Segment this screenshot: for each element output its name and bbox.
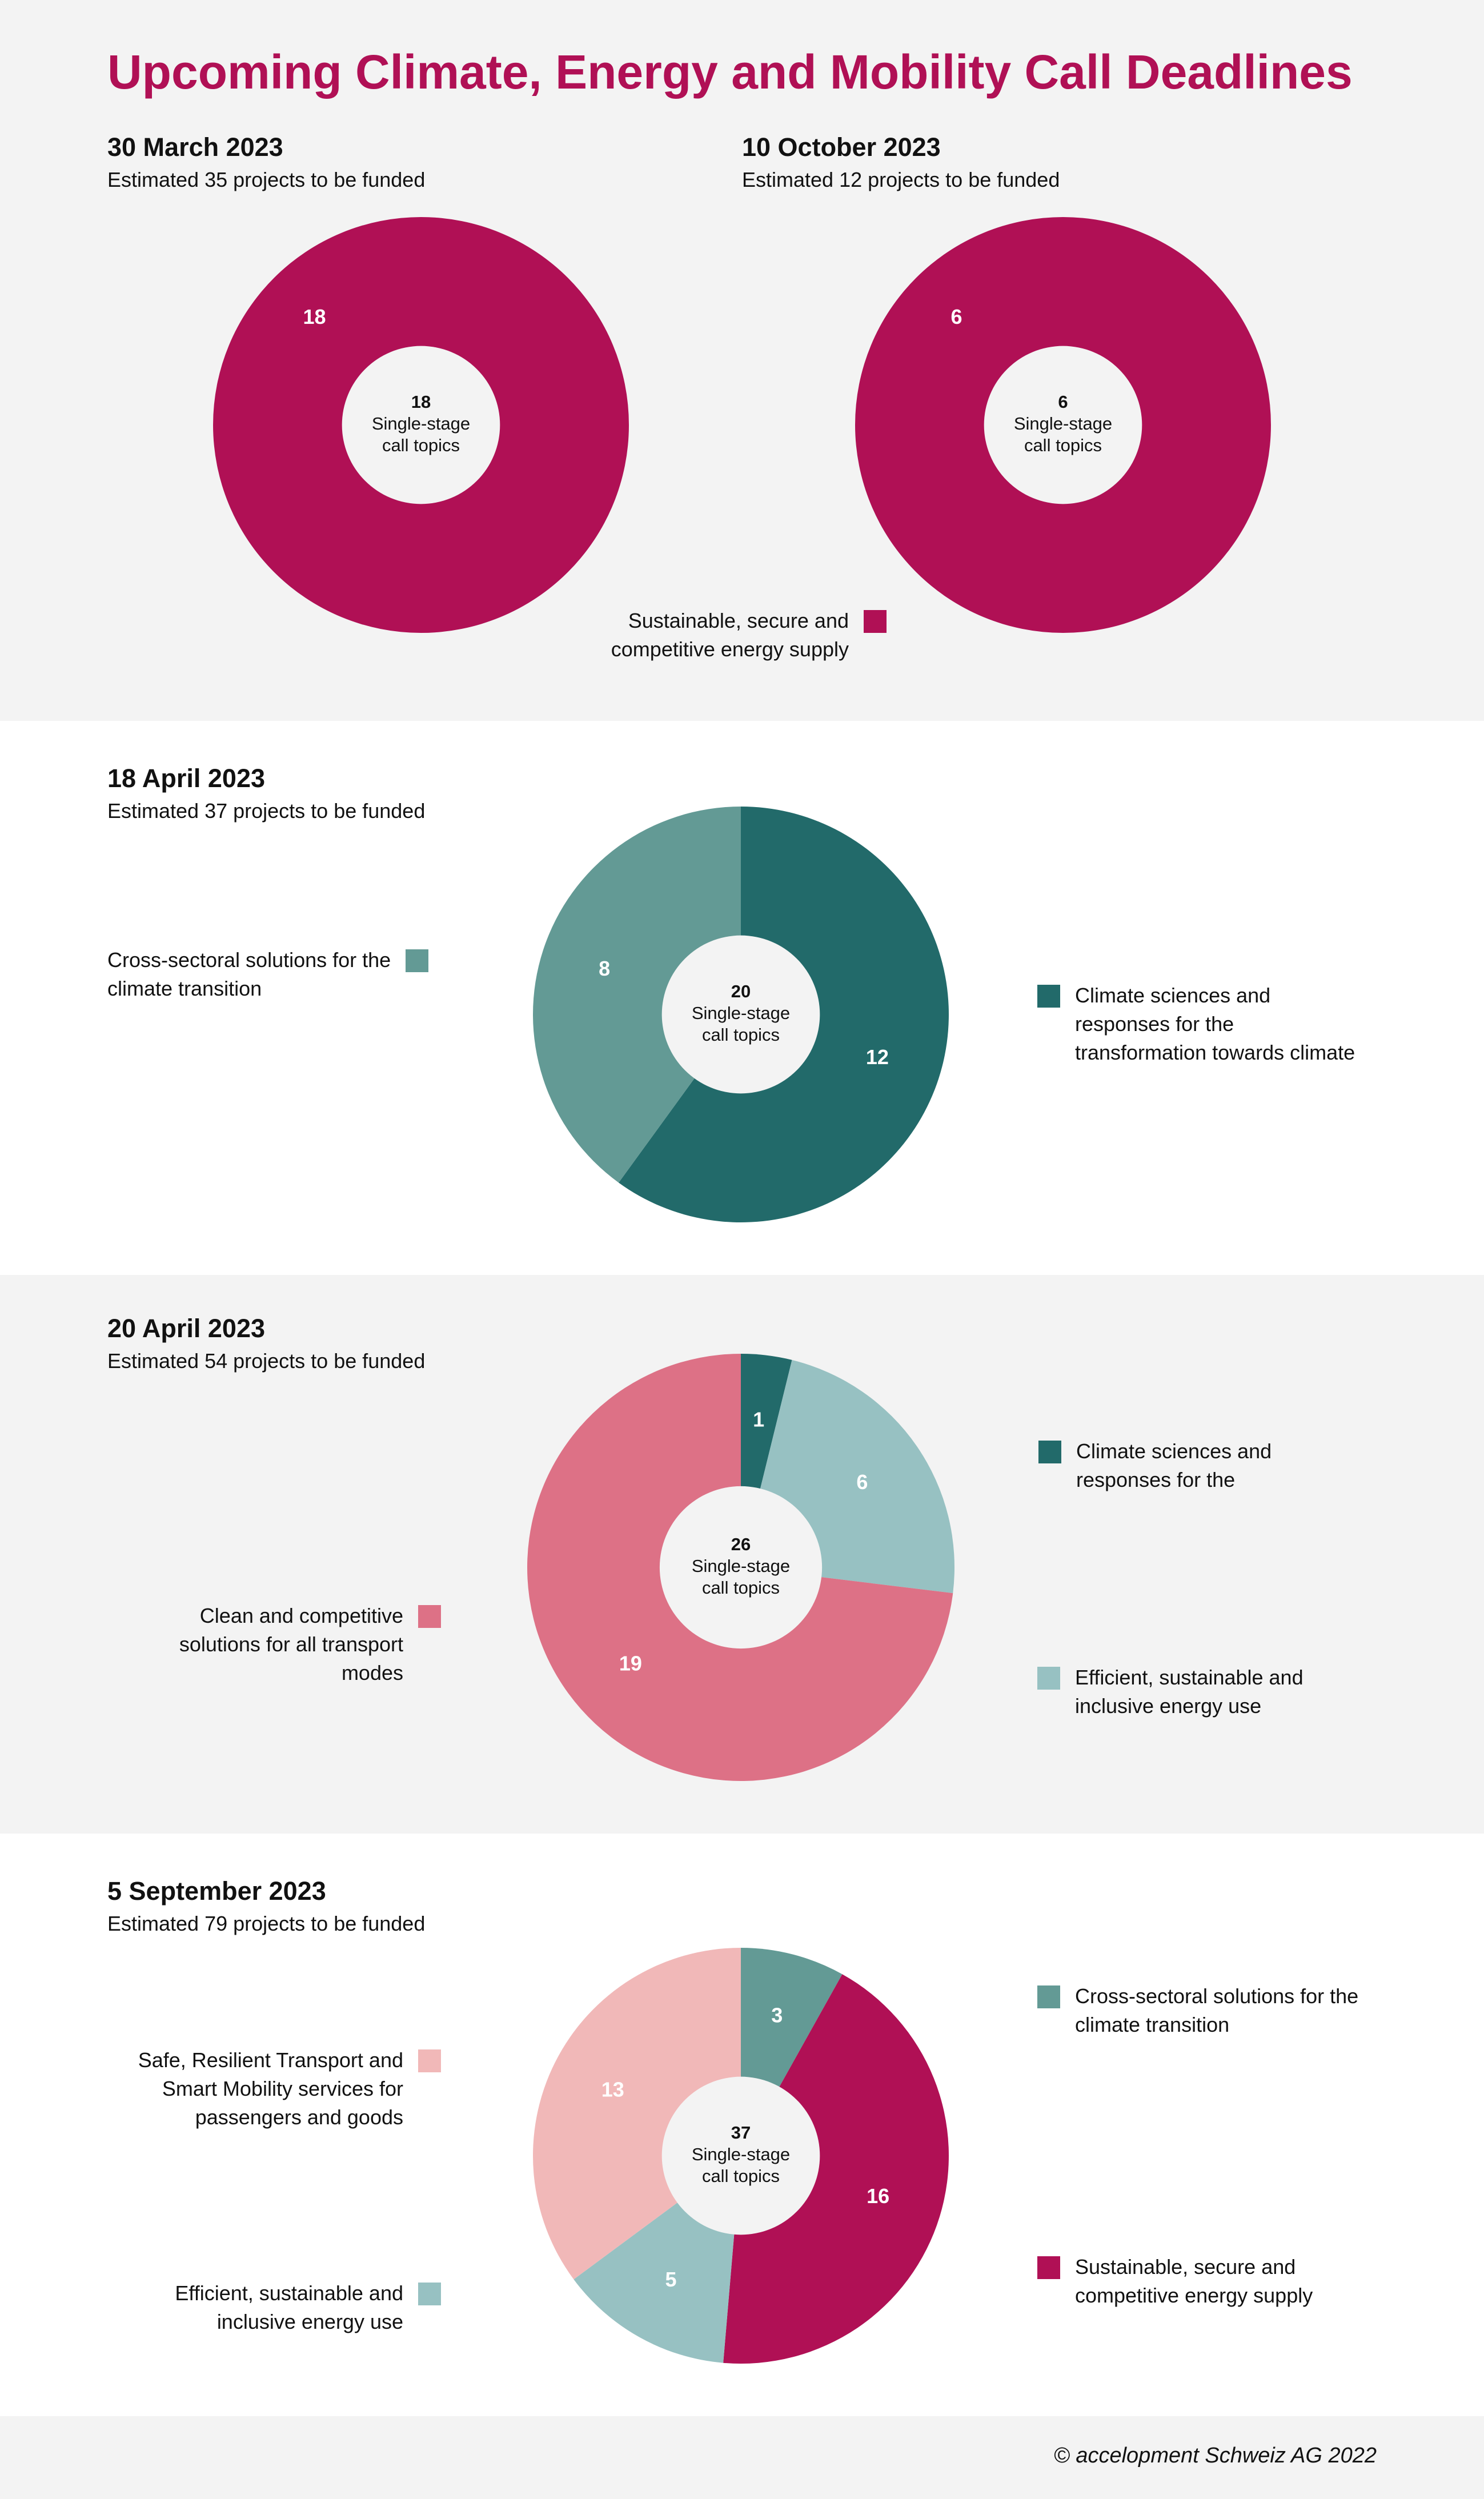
chart-1-center-label-1: Single-stage bbox=[372, 414, 470, 434]
chart-4-center-label-2: call topics bbox=[702, 1578, 780, 1598]
legend-energy-use: Efficient, sustainable and inclusive ener… bbox=[1037, 1663, 1303, 1720]
legend-energy-use-2-swatch bbox=[418, 2283, 441, 2305]
legend-cross-sectoral-label: Cross-sectoral solutions for the climate … bbox=[107, 948, 391, 1000]
legend-energy-supply-2: Sustainable, secure and competitive energ… bbox=[1037, 2253, 1313, 2310]
legend-energy-use-2-label: Efficient, sustainable and inclusive ener… bbox=[175, 2281, 403, 2333]
legend-transport: Clean and competitive solutions for all t… bbox=[179, 1602, 441, 1687]
chart-5-slice-1-label: 3 bbox=[771, 2003, 783, 2027]
chart-1-hole bbox=[342, 346, 500, 504]
legend-cross-sectoral: Cross-sectoral solutions for the climate … bbox=[107, 946, 429, 1003]
legend-safe-transport-swatch bbox=[418, 2049, 441, 2072]
chart-5-center-label-2: call topics bbox=[702, 2166, 780, 2186]
chart-5-center-label-1: Single-stage bbox=[692, 2144, 790, 2164]
chart-5-slice-2 bbox=[723, 1974, 949, 2364]
legend-cross-sectoral-2-swatch bbox=[1037, 1985, 1060, 2008]
chart-2-hole bbox=[984, 346, 1142, 504]
legend-climate-sciences-label: Climate sciences and responses for the tra… bbox=[1075, 984, 1355, 1064]
copyright-footer: © accelopment Schweiz AG 2022 bbox=[1053, 2444, 1377, 2468]
legend-cross-sectoral-2-label: Cross-sectoral solutions for the climate … bbox=[1075, 1984, 1359, 2036]
chart-1-slice-1-label: 18 bbox=[303, 305, 326, 328]
chart-4-hole bbox=[659, 1486, 823, 1649]
legend-energy-supply: Sustainable, secure and competitive energ… bbox=[611, 607, 887, 664]
chart-4-slice-3-label: 19 bbox=[619, 1652, 642, 1675]
chart-3-slice-2-label: 8 bbox=[599, 957, 610, 980]
page-title: Upcoming Climate, Energy and Mobility Ca… bbox=[107, 45, 1353, 99]
chart-3-center-label-1: Single-stage bbox=[692, 1003, 790, 1023]
legend-climate-sciences-swatch bbox=[1037, 985, 1060, 1008]
chart-4-center-label-1: Single-stage bbox=[692, 1556, 790, 1576]
legend-transport-swatch bbox=[418, 1605, 441, 1628]
legend-cross-sectoral-swatch bbox=[406, 949, 429, 972]
legend-climate-sciences-2-label: Climate sciences and responses for the bbox=[1076, 1439, 1272, 1491]
legend-safe-transport-label: Safe, Resilient Transport and Smart Mobil… bbox=[138, 2048, 403, 2129]
chart-1-center-value: 18 bbox=[411, 392, 431, 412]
chart-1-date: 30 March 2023 bbox=[107, 133, 283, 162]
chart-2-subtitle: Estimated 12 projects to be funded bbox=[742, 168, 1060, 191]
chart-5-subtitle: Estimated 79 projects to be funded bbox=[107, 1912, 426, 1935]
legend-energy-use-2: Efficient, sustainable and inclusive ener… bbox=[175, 2279, 441, 2336]
legend-energy-use-label: Efficient, sustainable and inclusive ener… bbox=[1075, 1666, 1303, 1718]
chart-4-slice-2-label: 6 bbox=[856, 1470, 868, 1494]
chart-2-center-label-1: Single-stage bbox=[1014, 414, 1112, 434]
legend-cross-sectoral-2: Cross-sectoral solutions for the climate … bbox=[1037, 1982, 1358, 2039]
chart-2-date: 10 October 2023 bbox=[742, 133, 941, 162]
chart-3-slice-1-label: 12 bbox=[866, 1045, 889, 1069]
chart-5-slice-2-label: 16 bbox=[867, 2184, 889, 2208]
chart-4-center-value: 26 bbox=[731, 1534, 751, 1554]
chart-5-hole bbox=[661, 2076, 820, 2235]
legend-safe-transport: Safe, Resilient Transport and Smart Mobil… bbox=[138, 2046, 441, 2132]
chart-5-slice-3-label: 5 bbox=[665, 2268, 676, 2291]
chart-1-subtitle: Estimated 35 projects to be funded bbox=[107, 168, 426, 191]
chart-5-slice-4-label: 13 bbox=[601, 2077, 624, 2101]
chart-1-center-label-2: call topics bbox=[382, 435, 460, 455]
legend-transport-label: Clean and competitive solutions for all t… bbox=[179, 1604, 403, 1684]
chart-5-center-value: 37 bbox=[731, 2123, 751, 2143]
chart-3-date: 18 April 2023 bbox=[107, 764, 265, 793]
chart-5-date: 5 September 2023 bbox=[107, 1876, 326, 1906]
legend-energy-supply-2-swatch bbox=[1037, 2256, 1060, 2279]
chart-5-slice-4 bbox=[533, 1948, 741, 2280]
legend-energy-supply-swatch bbox=[864, 610, 887, 633]
chart-3-slice-2 bbox=[533, 807, 741, 1183]
legend-energy-use-swatch bbox=[1037, 1667, 1060, 1690]
chart-2-center-label-2: call topics bbox=[1024, 435, 1102, 455]
footer-background bbox=[0, 2416, 1484, 2499]
chart-2-slice-1-label: 6 bbox=[951, 305, 962, 328]
chart-4-slice-1-label: 1 bbox=[753, 1407, 764, 1431]
legend-climate-sciences: Climate sciences and responses for the tra… bbox=[1037, 981, 1355, 1067]
chart-3-center-label-2: call topics bbox=[702, 1025, 780, 1045]
chart-2-center-value: 6 bbox=[1058, 392, 1068, 412]
chart-4-date: 20 April 2023 bbox=[107, 1314, 265, 1343]
legend-energy-supply-2-label: Sustainable, secure and competitive energ… bbox=[1075, 2255, 1313, 2307]
legend-climate-sciences-2-swatch bbox=[1038, 1441, 1061, 1463]
chart-3-center-value: 20 bbox=[731, 981, 751, 1001]
chart-3-subtitle: Estimated 37 projects to be funded bbox=[107, 799, 426, 823]
legend-energy-supply-label: Sustainable, secure and competitive energ… bbox=[611, 609, 849, 661]
legend-climate-sciences-2: Climate sciences and responses for the bbox=[1038, 1437, 1272, 1494]
chart-3-hole bbox=[661, 935, 820, 1094]
chart-4-subtitle: Estimated 54 projects to be funded bbox=[107, 1349, 426, 1373]
